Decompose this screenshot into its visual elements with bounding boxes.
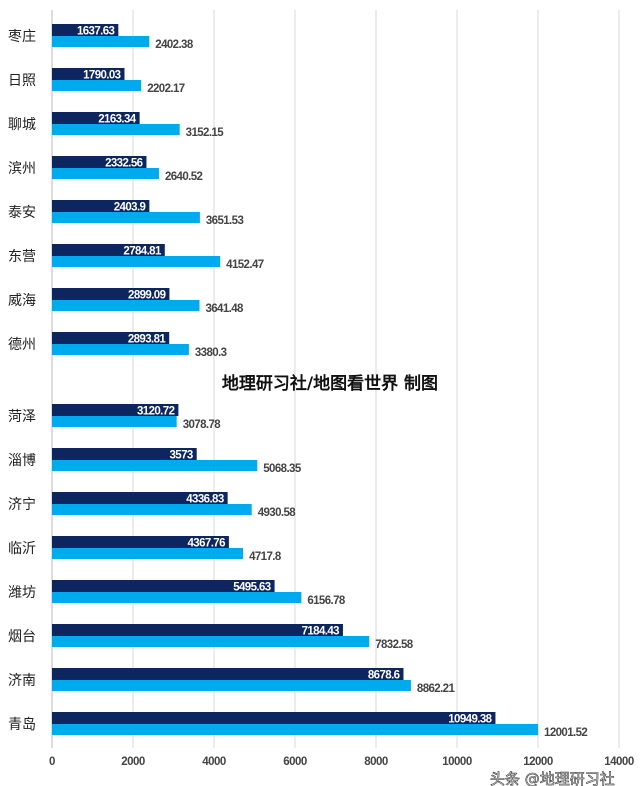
chart-credit: 地理研习社/地图看世界 制图 (222, 373, 438, 394)
x-tick-label: 6000 (283, 756, 307, 768)
data-label-series-1: 2403.9 (114, 202, 146, 214)
x-tick-label: 10000 (442, 756, 472, 768)
bar-series-2 (52, 168, 159, 179)
bar-series-2 (52, 460, 258, 471)
bar-series-2 (52, 300, 200, 311)
category-label: 烟台 (8, 629, 36, 645)
category-label: 威海 (8, 293, 36, 309)
data-label-series-1: 5495.63 (233, 582, 271, 594)
category-label: 滨州 (8, 161, 36, 177)
data-label-series-2: 6156.78 (307, 595, 346, 607)
x-tick-label: 8000 (364, 756, 388, 768)
bar-series-2 (52, 36, 150, 47)
data-label-series-2: 7832.58 (375, 639, 414, 651)
data-label-series-2: 12001.52 (544, 727, 587, 739)
data-label-series-2: 3078.78 (183, 419, 222, 431)
bar-series-1 (52, 668, 404, 680)
data-label-series-2: 2640.52 (165, 171, 203, 183)
x-tick-label: 14000 (604, 756, 634, 768)
bar-series-2 (52, 680, 411, 691)
data-label-series-1: 3573 (170, 450, 193, 462)
bar-series-1 (52, 404, 179, 416)
bar-series-2 (52, 636, 370, 647)
bar-series-2 (52, 504, 252, 515)
bar-series-1 (52, 624, 343, 636)
data-label-series-1: 10949.38 (448, 714, 492, 726)
category-label: 济南 (8, 673, 36, 689)
data-label-series-1: 2893.81 (128, 334, 167, 346)
category-label: 菏泽 (8, 409, 36, 425)
category-label: 枣庄 (8, 28, 36, 45)
x-tick-label: 2000 (121, 756, 145, 768)
bar-series-2 (52, 256, 221, 267)
bar-series-1 (52, 536, 229, 548)
watermark: 头条 @地理研习社 (490, 770, 615, 786)
category-label: 泰安 (8, 205, 36, 221)
bar-series-1 (52, 24, 119, 36)
bar-series-2 (52, 548, 244, 559)
bar-series-1 (52, 156, 147, 168)
data-label-series-1: 2163.34 (98, 114, 137, 126)
bar-series-1 (52, 712, 496, 724)
category-label: 青岛 (8, 717, 36, 733)
data-label-series-1: 1790.03 (83, 70, 121, 82)
data-label-series-2: 8862.21 (417, 683, 456, 695)
bar-series-1 (52, 332, 170, 344)
bar-series-1 (52, 580, 275, 592)
bar-series-2 (52, 724, 539, 735)
data-label-series-2: 4717.8 (249, 551, 282, 563)
data-label-series-2: 5068.35 (263, 463, 302, 475)
category-label: 日照 (8, 73, 36, 89)
data-label-series-2: 3641.48 (205, 303, 244, 315)
bar-series-2 (52, 344, 189, 355)
category-label: 济宁 (8, 496, 36, 513)
bar-series-2 (52, 80, 142, 91)
category-label: 德州 (8, 337, 36, 353)
bar-series-1 (52, 112, 140, 124)
data-label-series-2: 4152.47 (226, 259, 264, 271)
bar-series-2 (52, 124, 180, 135)
data-label-series-1: 2784.81 (123, 246, 162, 258)
x-tick-label: 0 (49, 756, 55, 768)
data-label-series-2: 3651.53 (206, 215, 244, 227)
data-label-series-1: 2332.56 (105, 158, 143, 170)
bar-series-2 (52, 592, 302, 603)
data-label-series-1: 8678.6 (368, 670, 400, 682)
bar-series-1 (52, 200, 150, 212)
bar-series-1 (52, 244, 165, 256)
data-label-series-1: 4367.76 (188, 538, 226, 550)
bar-series-1 (52, 288, 170, 300)
bar-series-1 (52, 448, 197, 460)
category-label: 东营 (8, 249, 36, 265)
bar-series-2 (52, 416, 177, 427)
x-tick-label: 4000 (202, 756, 226, 768)
data-label-series-1: 4336.83 (186, 494, 224, 506)
data-label-series-1: 1637.63 (77, 26, 115, 38)
category-label: 淄博 (8, 452, 36, 469)
category-label: 潍坊 (8, 585, 36, 601)
data-label-series-2: 3152.15 (186, 127, 225, 139)
bar-series-2 (52, 212, 200, 223)
data-label-series-1: 2899.09 (128, 290, 166, 302)
bar-series-1 (52, 492, 228, 504)
data-label-series-2: 2402.38 (155, 39, 194, 51)
data-label-series-2: 2202.17 (147, 83, 185, 95)
category-label: 临沂 (8, 541, 36, 557)
category-label: 聊城 (8, 117, 36, 133)
x-tick-label: 12000 (523, 756, 553, 768)
data-label-series-2: 3380.3 (195, 347, 227, 359)
bar-series-1 (52, 68, 125, 80)
data-label-series-1: 7184.43 (302, 626, 340, 638)
data-label-series-2: 4930.58 (258, 507, 297, 519)
data-label-series-1: 3120.72 (137, 406, 175, 418)
